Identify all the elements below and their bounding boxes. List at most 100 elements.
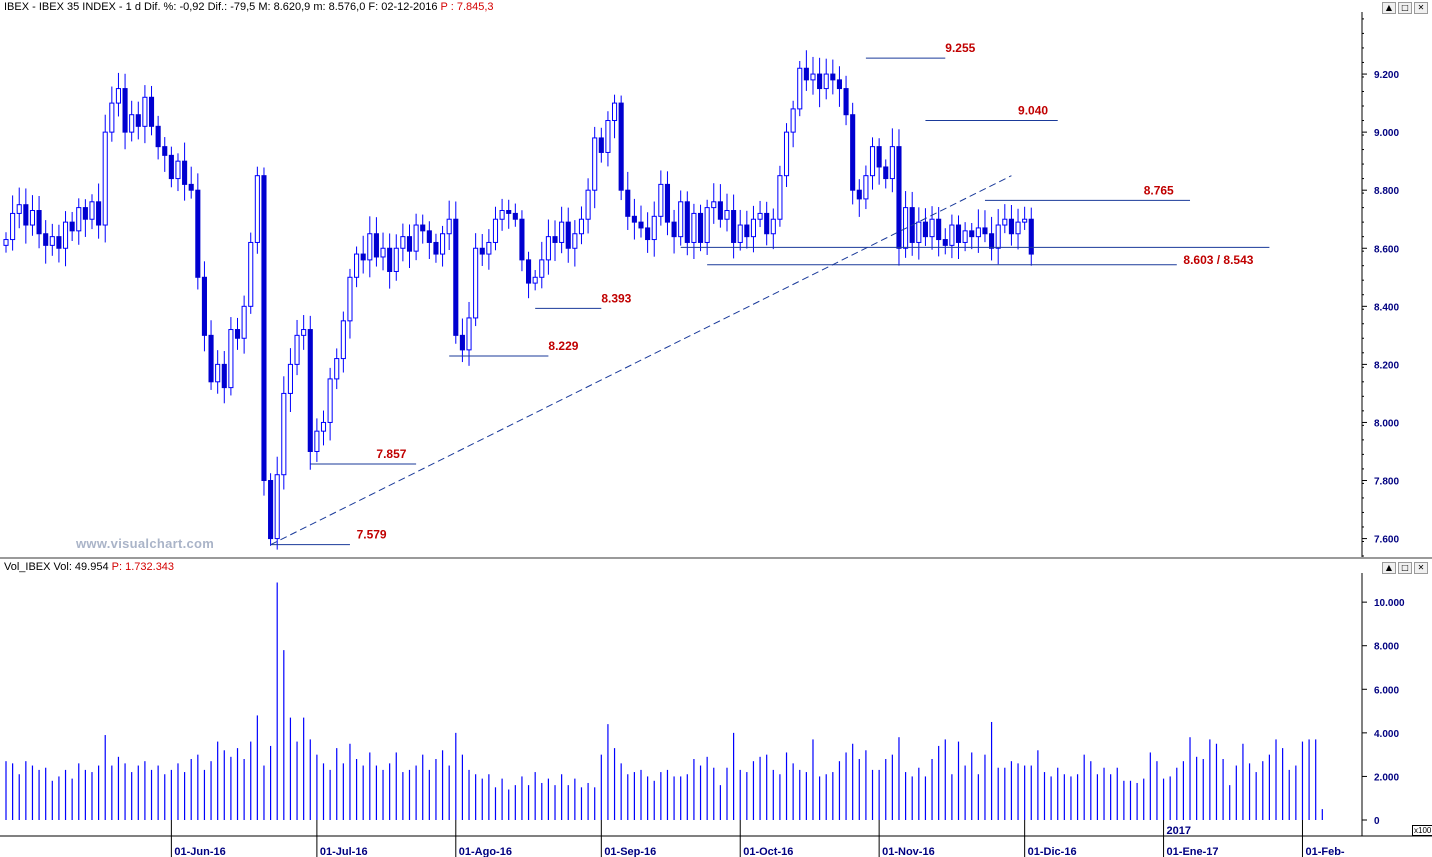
candle-body-up <box>175 160 181 180</box>
restore-icon[interactable]: □ <box>1398 562 1412 574</box>
candle-body-up <box>869 146 876 177</box>
candle-body-up <box>532 276 538 284</box>
candle-body-down <box>221 363 227 389</box>
candle-body-down <box>307 329 313 452</box>
candle-body-up <box>473 247 479 319</box>
candle-body-up <box>400 236 406 249</box>
year-label: 2017 <box>1167 825 1191 837</box>
candle-body-down <box>697 212 704 243</box>
volume-tick-label: 6.000 <box>1374 685 1399 696</box>
candle-body-down <box>122 88 128 133</box>
candle-body-down <box>631 215 637 223</box>
candle-body-down <box>506 210 512 214</box>
volume-unit-badge: x100 <box>1412 825 1432 836</box>
candle-body-down <box>645 227 651 241</box>
candle-body-up <box>129 114 135 133</box>
candle-body-up <box>592 137 598 191</box>
volume-tick-label: 2.000 <box>1374 772 1399 783</box>
candle-body-up <box>605 120 611 153</box>
price-tick-label: 9.200 <box>1374 70 1399 81</box>
candle-body-up <box>215 363 221 383</box>
candle-body-up <box>248 241 254 307</box>
candle-body-down <box>856 189 862 200</box>
volume-header-text: Vol_IBEX Vol: 49.954 <box>4 561 109 573</box>
candle-body-down <box>830 73 836 81</box>
candle-body-down <box>195 189 201 278</box>
price-tick-label: 9.000 <box>1374 128 1399 139</box>
candle-body-up <box>10 212 16 241</box>
candle-body-up <box>115 88 121 104</box>
candle-body-up <box>89 201 95 220</box>
level-label: 8.765 <box>1144 183 1174 197</box>
candle-body-up <box>750 218 757 238</box>
candle-body-down <box>1028 218 1034 255</box>
candle-body-down <box>989 233 995 249</box>
x-tick-label: 01-Ago-16 <box>459 846 512 857</box>
price-tick-label: 8.800 <box>1374 186 1399 197</box>
candle-body-up <box>142 96 148 127</box>
close-icon[interactable]: ✕ <box>1414 2 1428 14</box>
candle-body-up <box>770 218 776 235</box>
candle-body-down <box>155 125 161 148</box>
candle-body-down <box>23 204 29 226</box>
candle-body-up <box>413 224 419 252</box>
candle-body-up <box>777 175 783 220</box>
candle-body-down <box>135 114 141 127</box>
price-window-buttons: ▲ □ ✕ <box>1382 2 1428 14</box>
candle-body-up <box>962 230 968 243</box>
x-tick-label: 01-Oct-16 <box>743 846 793 857</box>
close-icon[interactable]: ✕ <box>1414 562 1428 574</box>
price-header-text: IBEX - IBEX 35 INDEX - 1 d Dif. %: -0,92… <box>4 1 438 13</box>
candle-body-up <box>29 210 36 226</box>
trendline <box>270 175 1012 546</box>
candle-body-up <box>16 204 22 214</box>
candle-body-up <box>354 253 360 278</box>
candle-body-up <box>863 175 869 200</box>
candle-body-up <box>572 233 578 249</box>
candle-body-up <box>393 247 399 272</box>
candle-body-up <box>109 102 115 133</box>
maximize-up-icon[interactable]: ▲ <box>1382 562 1396 574</box>
candle-body-up <box>466 317 472 351</box>
candle-body-up <box>3 239 9 246</box>
candle-body-down <box>684 201 690 243</box>
restore-icon[interactable]: □ <box>1398 2 1412 14</box>
candle-body-down <box>717 201 723 220</box>
level-label: 8.603 / 8.543 <box>1183 253 1253 267</box>
candle-body-down <box>526 259 532 284</box>
candle-body-down <box>955 224 962 243</box>
x-tick-label: 01-Sep-16 <box>604 846 656 857</box>
candle-body-up <box>446 218 452 235</box>
candle-body-up <box>975 227 981 238</box>
candle-body-up <box>320 421 327 432</box>
candle-body-up <box>737 224 743 243</box>
candle-body-up <box>228 329 234 389</box>
candle-body-down <box>459 334 465 351</box>
candle-body-up <box>545 236 551 261</box>
candle-body-down <box>426 230 432 243</box>
x-tick-label: 01-Nov-16 <box>882 846 935 857</box>
price-tick-label: 8.000 <box>1374 418 1399 429</box>
candle-body-down <box>208 334 214 383</box>
candle-body-down <box>433 241 439 255</box>
candle-body-up <box>797 67 803 110</box>
candle-body-up <box>440 233 446 255</box>
candle-body-up <box>287 363 293 394</box>
price-header: IBEX - IBEX 35 INDEX - 1 d Dif. %: -0,92… <box>4 1 494 14</box>
price-tick-label: 8.400 <box>1374 302 1399 313</box>
candle-body-down <box>817 73 823 90</box>
x-tick-label: 01-Dic-16 <box>1028 846 1077 857</box>
candle-body-up <box>499 210 505 220</box>
candle-body-up <box>724 210 730 220</box>
level-label: 8.393 <box>601 291 631 305</box>
maximize-up-icon[interactable]: ▲ <box>1382 2 1396 14</box>
candle-body-down <box>373 233 379 258</box>
candle-body-down <box>69 221 75 232</box>
volume-window-buttons: ▲ □ ✕ <box>1382 562 1428 574</box>
candle-body-up <box>102 131 108 226</box>
candle-body-up <box>367 233 373 261</box>
candle-body-up <box>254 175 260 243</box>
volume-header: Vol_IBEX Vol: 49.954 P: 1.732.343 <box>4 561 174 574</box>
candle-body-up <box>1015 221 1021 235</box>
